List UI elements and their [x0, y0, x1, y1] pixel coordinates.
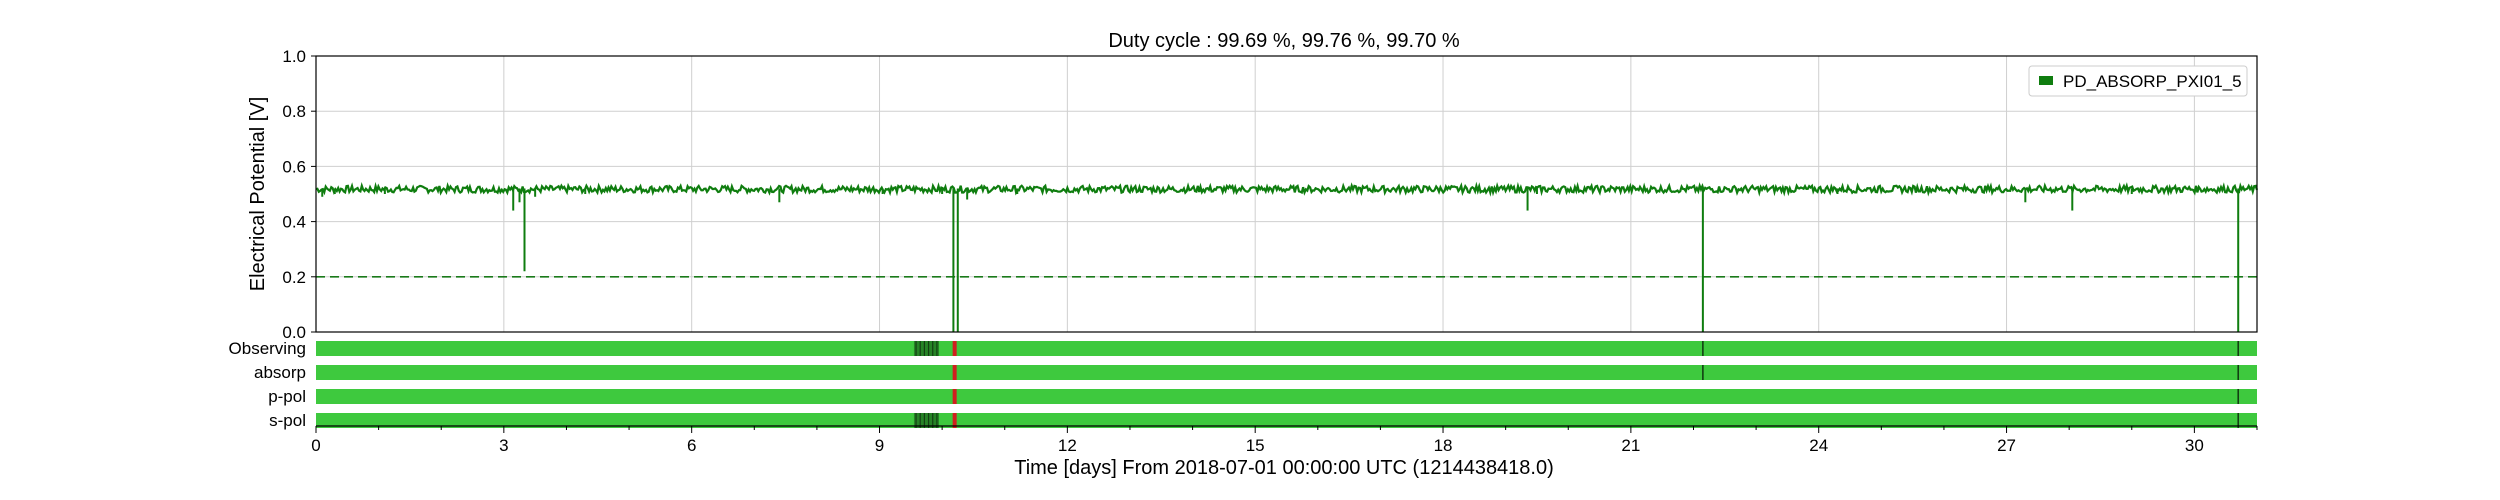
x-tick-label: 21 [1621, 436, 1640, 455]
y-tick-label: 0.0 [282, 323, 306, 342]
segment-bars: Observing absorp p-pol s-pol [229, 339, 2257, 430]
segment-bar [316, 389, 2257, 404]
segment-gap-mark [952, 365, 957, 380]
x-axis-label: Time [days] From 2018-07-01 00:00:00 UTC… [1014, 457, 1554, 479]
plot-area [315, 55, 2258, 333]
segment-label: Observing [229, 339, 306, 358]
x-axis-ticks: 0 3 6 9 12 15 18 21 24 27 30 [311, 425, 2258, 455]
legend: PD_ABSORP_PXI01_5 [2028, 65, 2248, 97]
legend-box [2028, 65, 2248, 97]
segment-bar [316, 365, 2257, 380]
segment-gap-mark [952, 413, 957, 428]
legend-label: PD_ABSORP_PXI01_5 [2063, 72, 2242, 91]
x-tick-label: 3 [499, 436, 508, 455]
y-axis-label: Electrical Potential [V] [247, 97, 269, 292]
segment-gap-mark [952, 341, 957, 356]
segment-label: p-pol [268, 387, 306, 406]
x-tick-label: 24 [1809, 436, 1828, 455]
x-tick-label: 15 [1246, 436, 1265, 455]
segment-label: s-pol [269, 411, 306, 430]
y-tick-label: 0.2 [282, 268, 306, 287]
segment-label: absorp [254, 363, 306, 382]
y-axis-ticks: 0.0 0.2 0.4 0.6 0.8 1.0 [282, 47, 316, 342]
y-tick-label: 0.6 [282, 157, 306, 176]
x-tick-label: 12 [1058, 436, 1077, 455]
y-tick-label: 0.4 [282, 213, 306, 232]
segment-bar [316, 341, 2257, 356]
x-tick-label: 18 [1434, 436, 1453, 455]
y-tick-label: 1.0 [282, 47, 306, 66]
segment-bar [316, 413, 2257, 428]
legend-swatch [2039, 76, 2053, 85]
series-line [315, 181, 2259, 197]
x-tick-label: 6 [687, 436, 696, 455]
segment-flag-range [913, 341, 939, 356]
x-tick-label: 27 [1997, 436, 2016, 455]
y-tick-label: 0.8 [282, 102, 306, 121]
segment-gap-mark [952, 389, 957, 404]
x-tick-label: 0 [311, 436, 320, 455]
grid-lines [315, 55, 2257, 333]
chart-title: Duty cycle : 99.69 %, 99.76 %, 99.70 % [1108, 30, 1460, 52]
x-tick-label: 30 [2185, 436, 2204, 455]
series-group [315, 181, 2259, 332]
x-tick-label: 9 [875, 436, 884, 455]
